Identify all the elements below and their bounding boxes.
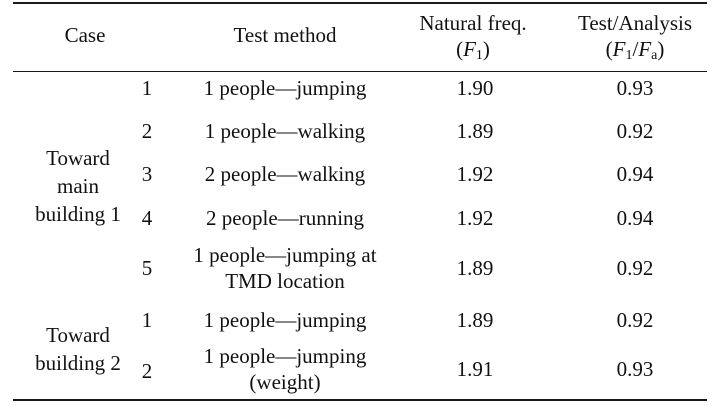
header-test-analysis-label: Test/Analysis [577,11,693,35]
row-test-method: 2 people—running [205,206,365,230]
row-number: 2 [141,119,153,143]
row-test-analysis: 0.94 [616,206,654,230]
header-natural-freq-symbol: (F1) [456,37,490,63]
table-bottom-rule [13,399,707,401]
group-label-main-building-1: Toward main building 1 [35,146,121,226]
row-natural-freq: 1.89 [456,256,494,280]
row-test-method: 2 people—walking [204,162,366,186]
row-test-method: 1 people—jumping [203,308,367,332]
header-case: Case [64,23,106,47]
group-label-building-2: Toward building 2 [35,323,121,375]
row-number: 1 [141,308,153,332]
row-number: 3 [141,162,153,186]
row-test-analysis: 0.92 [616,256,654,280]
row-number: 1 [141,76,153,100]
row-natural-freq: 1.92 [456,206,494,230]
table-header-rule [13,71,707,72]
row-number: 2 [141,359,153,383]
table-top-rule [13,2,707,4]
header-test-method: Test method [233,23,337,47]
row-test-method: 1 people—jumping [203,76,367,100]
row-test-analysis: 0.92 [616,308,654,332]
header-test-analysis: Test/Analysis (F1/Fa) [555,10,715,63]
row-test-analysis: 0.94 [616,162,654,186]
row-natural-freq: 1.89 [456,308,494,332]
row-natural-freq: 1.90 [456,76,494,100]
row-natural-freq: 1.92 [456,162,494,186]
row-number: 5 [141,256,153,280]
row-test-method: 1 people—jumping at TMD location [193,243,377,293]
row-number: 4 [141,206,153,230]
header-test-analysis-symbol: (F1/Fa) [605,37,665,63]
row-test-analysis: 0.92 [616,119,654,143]
row-natural-freq: 1.91 [456,357,494,381]
row-test-method: 1 people—jumping (weight) [203,344,367,394]
row-test-method: 1 people—walking [204,119,366,143]
header-natural-freq-label: Natural freq. [419,11,527,35]
row-test-analysis: 0.93 [616,357,654,381]
row-natural-freq: 1.89 [456,119,494,143]
row-test-analysis: 0.93 [616,76,654,100]
header-natural-freq: Natural freq. (F1) [398,10,548,63]
